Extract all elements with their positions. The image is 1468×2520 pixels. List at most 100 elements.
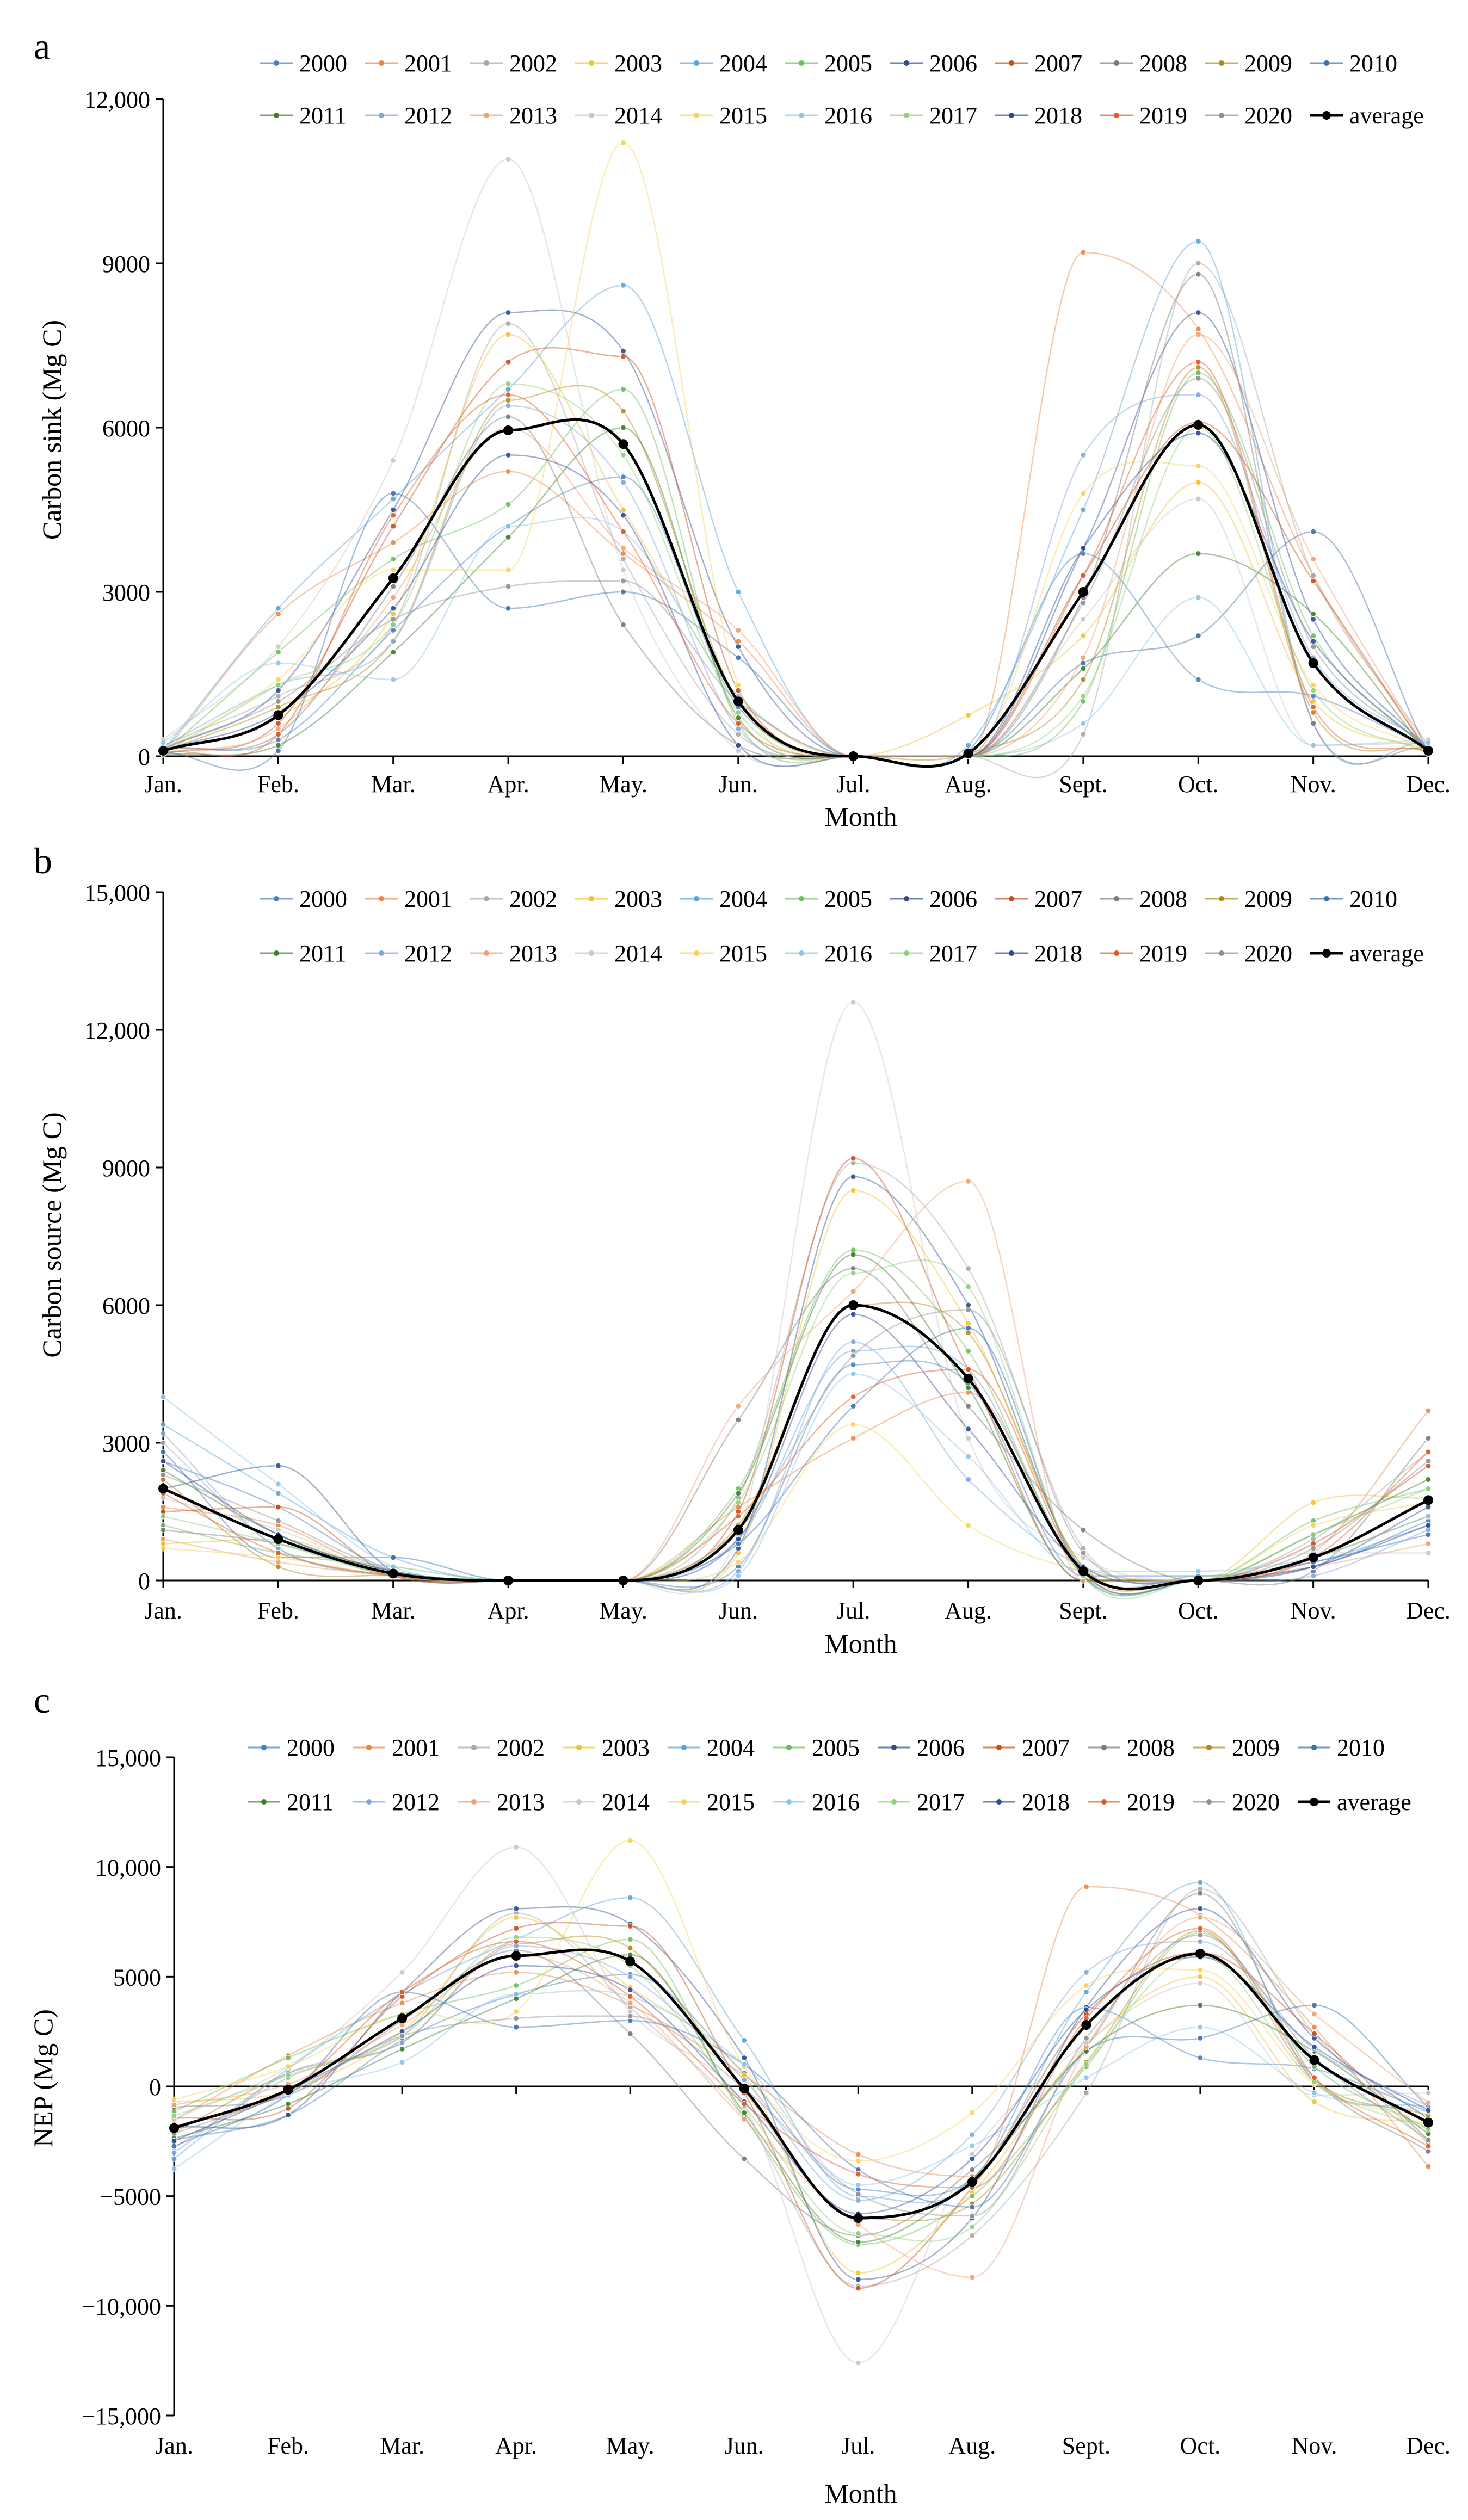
data-point-2012	[965, 1476, 972, 1483]
data-point-2008	[1197, 1890, 1204, 1897]
data-point-2008	[1310, 720, 1317, 727]
data-point-2010	[969, 2204, 976, 2210]
legend-item-2011: 2011	[260, 102, 346, 129]
legend-item-2019: 2019	[1100, 102, 1187, 129]
data-point-2016	[969, 2142, 976, 2149]
data-point-2001	[1083, 1883, 1089, 1890]
series-2011	[160, 424, 1432, 759]
legend-label: 2010	[1337, 1734, 1385, 1761]
series-line-2001	[163, 251, 1429, 757]
legend-label: 2014	[602, 1789, 650, 1815]
data-point-2001	[1080, 249, 1087, 256]
data-point-2014	[965, 1435, 972, 1442]
legend-item-2019: 2019	[1100, 940, 1187, 967]
data-point-2017	[1310, 1531, 1317, 1538]
data-point-2016	[390, 676, 397, 683]
legend-item-2020: 2020	[1205, 940, 1292, 967]
series-2006	[160, 1173, 1432, 1595]
legend-label: 2005	[824, 886, 872, 912]
legend-swatch-marker	[261, 1799, 267, 1805]
series-2013	[160, 1178, 1432, 1584]
data-point-2002	[1083, 2090, 1089, 2096]
legend-label: 2014	[614, 940, 662, 967]
data-point-2011	[735, 715, 742, 721]
legend-swatch-marker	[484, 950, 489, 956]
x-tick-label: Apr.	[495, 2432, 537, 2459]
data-point-2014	[735, 748, 742, 754]
data-point-2003	[620, 507, 626, 513]
data-point-2010	[275, 748, 281, 754]
x-tick-label: Mar.	[371, 1597, 416, 1624]
data-point-2015	[171, 2096, 177, 2103]
data-point-2013	[1425, 1541, 1432, 1547]
legend-item-2000: 2000	[260, 50, 347, 77]
series-average	[158, 418, 1433, 768]
series-line-2016	[174, 1990, 1429, 2186]
data-point-2004	[620, 282, 626, 288]
legend-label: 2012	[404, 102, 452, 129]
x-tick-label: Sept.	[1059, 771, 1107, 798]
legend-swatch-marker	[576, 1799, 582, 1805]
y-tick-label: −5000	[100, 2184, 161, 2210]
legend-label: 2004	[707, 1734, 755, 1761]
series-line-2012	[163, 1341, 1429, 1592]
legend-swatch-marker	[274, 896, 279, 901]
data-point-2015	[160, 1545, 166, 1552]
legend-label: 2019	[1139, 102, 1187, 129]
x-tick-label: Aug.	[945, 1597, 992, 1624]
legend-label: 2002	[509, 50, 557, 77]
legend-label: 2017	[929, 102, 977, 129]
data-point-2011	[620, 424, 626, 431]
legend-item-2020: 2020	[1193, 1789, 1280, 1815]
data-point-average	[1309, 2055, 1319, 2065]
data-point-average	[1081, 2020, 1091, 2030]
data-point-2017	[855, 2230, 861, 2237]
legend-item-2017: 2017	[890, 102, 977, 129]
data-point-2014	[1197, 1980, 1204, 1986]
data-point-2015	[965, 1522, 972, 1529]
data-point-2012	[627, 1973, 633, 1980]
data-point-2010	[1197, 2035, 1204, 2041]
series-2016	[160, 517, 1432, 759]
data-point-2011	[1310, 610, 1317, 617]
data-point-2011	[1080, 665, 1087, 672]
data-point-2002	[160, 1440, 166, 1446]
series-2020	[160, 375, 1432, 759]
data-point-2008	[1195, 271, 1201, 277]
data-point-2000	[1195, 676, 1201, 683]
x-axis-label-b: Month	[824, 1628, 897, 1659]
x-tick-label: Jan.	[144, 1597, 182, 1624]
legend-label: 2012	[392, 1789, 440, 1815]
data-point-average	[511, 1951, 521, 1961]
data-point-2017	[1425, 2126, 1432, 2133]
data-point-average	[625, 1956, 636, 1967]
data-point-2015	[855, 2158, 861, 2164]
data-point-2015	[275, 676, 281, 683]
legend-item-2006: 2006	[878, 1734, 965, 1761]
legend-swatch-marker	[1114, 60, 1119, 66]
series-line-2012	[174, 1941, 1429, 2201]
series-line-2002	[174, 1888, 1429, 2287]
legend-swatch-marker	[904, 113, 909, 118]
data-point-2019	[513, 1938, 520, 1945]
legend-item-2016: 2016	[785, 940, 872, 967]
legend-label: 2018	[1034, 940, 1082, 967]
data-point-2018	[1311, 2043, 1317, 2050]
data-point-2013	[1310, 556, 1317, 563]
data-point-2010	[513, 2024, 520, 2030]
data-point-2016	[160, 739, 166, 746]
data-point-2020	[505, 583, 511, 590]
data-point-2020	[965, 1306, 972, 1313]
series-line-2019	[163, 361, 1429, 757]
legend-swatch-marker	[589, 60, 594, 66]
legend-a: 2000 2001 2002 2003 2004 2005 2006 2007 2008 2009…	[260, 50, 1424, 129]
legend-item-2018: 2018	[983, 1789, 1070, 1815]
legend-swatch-marker	[1009, 60, 1014, 66]
series-line-2008	[174, 1892, 1429, 2237]
legend-label: 2019	[1127, 1789, 1175, 1815]
data-point-2020	[1425, 2137, 1432, 2144]
data-point-2010	[965, 1325, 972, 1331]
panel-a: a 2000 2001 2002 2003 2004 2005 2006 2007 2008 20…	[34, 26, 1451, 832]
data-point-2006	[741, 2055, 748, 2061]
data-point-average	[853, 2213, 863, 2223]
